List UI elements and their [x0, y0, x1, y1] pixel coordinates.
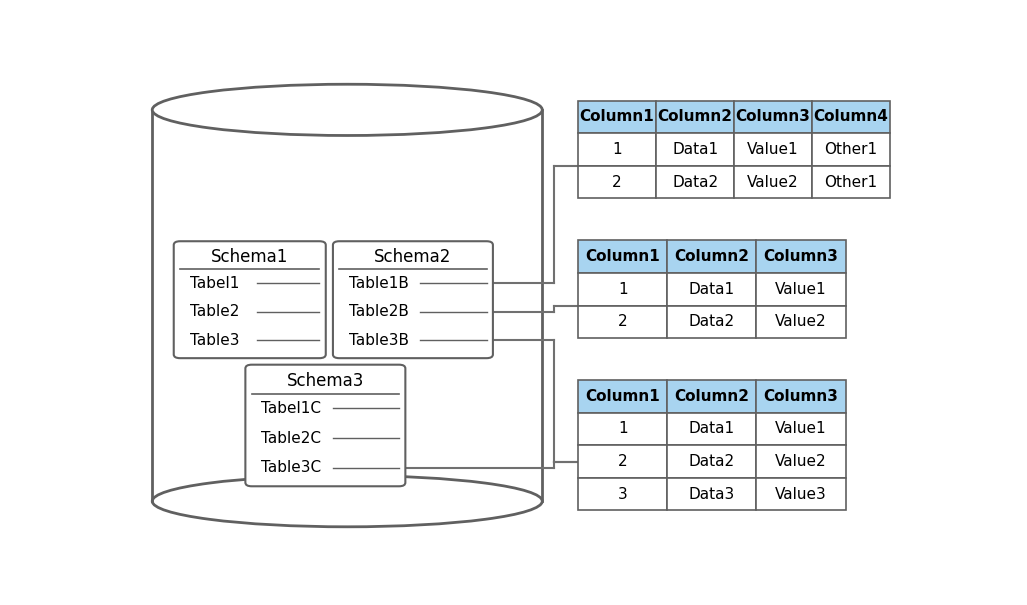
Text: 2: 2: [618, 315, 627, 329]
Text: Schema3: Schema3: [287, 372, 364, 390]
Text: Value2: Value2: [748, 175, 799, 189]
Text: Table3B: Table3B: [349, 333, 409, 348]
Text: Value1: Value1: [775, 422, 827, 436]
Bar: [578, 380, 668, 413]
Text: Table2: Table2: [190, 304, 239, 319]
Text: Column2: Column2: [675, 389, 750, 404]
Text: 2: 2: [618, 454, 627, 469]
Bar: [656, 100, 734, 133]
Text: Tabel1C: Tabel1C: [261, 401, 321, 416]
Bar: [668, 306, 756, 338]
Bar: [734, 133, 812, 166]
Bar: [812, 133, 890, 166]
Bar: [668, 273, 756, 306]
Text: Value1: Value1: [748, 142, 799, 157]
Ellipse shape: [152, 476, 542, 527]
Text: Column2: Column2: [675, 249, 750, 264]
Bar: [668, 413, 756, 445]
Text: Column1: Column1: [585, 249, 660, 264]
FancyBboxPatch shape: [174, 241, 326, 358]
Bar: [756, 273, 845, 306]
Text: Column2: Column2: [657, 110, 732, 125]
Text: Data2: Data2: [672, 175, 718, 189]
Bar: [656, 166, 734, 198]
Text: Value3: Value3: [775, 486, 827, 502]
Text: Data3: Data3: [689, 486, 735, 502]
Bar: [578, 273, 668, 306]
Text: Table3: Table3: [190, 333, 239, 348]
Bar: [668, 478, 756, 511]
Bar: [756, 306, 845, 338]
Text: Value2: Value2: [775, 315, 827, 329]
Text: Schema2: Schema2: [374, 248, 452, 266]
Text: Column1: Column1: [585, 389, 660, 404]
Bar: [578, 445, 668, 478]
FancyBboxPatch shape: [333, 241, 493, 358]
Bar: [656, 133, 734, 166]
Text: Tabel1: Tabel1: [190, 276, 239, 291]
Text: Data1: Data1: [689, 282, 735, 296]
Bar: [578, 166, 656, 198]
Text: Data1: Data1: [672, 142, 718, 157]
Bar: [152, 110, 542, 501]
Text: Data2: Data2: [689, 454, 735, 469]
Bar: [578, 306, 668, 338]
Text: Column3: Column3: [735, 110, 810, 125]
Bar: [578, 100, 656, 133]
Bar: [756, 478, 845, 511]
Text: 1: 1: [612, 142, 622, 157]
Text: Column3: Column3: [763, 249, 838, 264]
Text: Table2B: Table2B: [349, 304, 409, 319]
Text: Table2C: Table2C: [261, 431, 321, 445]
Bar: [578, 413, 668, 445]
FancyBboxPatch shape: [245, 365, 406, 486]
Bar: [756, 445, 845, 478]
Text: Other1: Other1: [825, 175, 878, 189]
Text: Column1: Column1: [579, 110, 654, 125]
Bar: [668, 445, 756, 478]
Bar: [756, 413, 845, 445]
Text: Value1: Value1: [775, 282, 827, 296]
Bar: [812, 166, 890, 198]
Bar: [734, 166, 812, 198]
Text: Column4: Column4: [813, 110, 888, 125]
Bar: [578, 240, 668, 273]
Bar: [756, 240, 845, 273]
Text: Data1: Data1: [689, 422, 735, 436]
Text: 1: 1: [618, 422, 627, 436]
Text: Data2: Data2: [689, 315, 735, 329]
Text: Other1: Other1: [825, 142, 878, 157]
Text: Table3C: Table3C: [261, 460, 321, 475]
Bar: [812, 100, 890, 133]
Text: Table1B: Table1B: [349, 276, 409, 291]
Bar: [668, 380, 756, 413]
Bar: [578, 133, 656, 166]
Text: Column3: Column3: [763, 389, 838, 404]
Bar: [668, 240, 756, 273]
Text: Schema1: Schema1: [212, 248, 289, 266]
Text: Value2: Value2: [775, 454, 827, 469]
Ellipse shape: [152, 84, 542, 136]
Bar: [734, 100, 812, 133]
Bar: [578, 478, 668, 511]
Bar: [756, 380, 845, 413]
Text: 3: 3: [618, 486, 627, 502]
Text: 2: 2: [612, 175, 622, 189]
Text: 1: 1: [618, 282, 627, 296]
